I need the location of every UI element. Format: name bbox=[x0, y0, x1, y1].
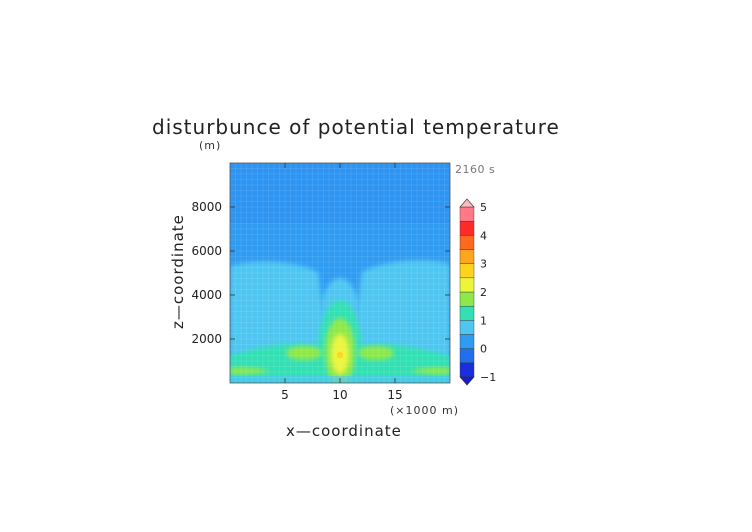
colorbar-tick-label: −1 bbox=[480, 371, 496, 384]
colorbar: −1 0 1 2 3 4 5 bbox=[459, 198, 496, 386]
colorbar-tick-label: 2 bbox=[480, 286, 487, 299]
colorbar-tick-label: 1 bbox=[480, 314, 487, 327]
colorbar-tick-label: 3 bbox=[480, 258, 487, 271]
contour-right-lobe bbox=[358, 346, 394, 360]
contour-left-lobe bbox=[286, 346, 322, 360]
x-tick-label: 5 bbox=[281, 388, 289, 402]
contour-bottom-left-stripe bbox=[230, 367, 270, 375]
x-tick-label: 10 bbox=[332, 388, 347, 402]
chart-title: disturbunce of potential temperature bbox=[152, 115, 560, 139]
y-units-label: (m) bbox=[199, 139, 221, 152]
colorbar-segment bbox=[459, 263, 475, 279]
colorbar-segment bbox=[459, 206, 475, 222]
colorbar-segment bbox=[459, 320, 475, 335]
colorbar-tick-label: 5 bbox=[480, 201, 487, 214]
colorbar-segment bbox=[459, 362, 475, 378]
colorbar-over-triangle bbox=[459, 198, 475, 208]
colorbar-tick-label: 0 bbox=[480, 343, 487, 356]
grid-lines bbox=[230, 163, 450, 383]
x-tick-label: 15 bbox=[387, 388, 402, 402]
y-axis-label: z—coordinate bbox=[169, 214, 187, 329]
x-axis: 5 10 15 bbox=[281, 163, 403, 402]
y-tick-label: 6000 bbox=[191, 244, 222, 258]
colorbar-segment bbox=[459, 291, 475, 307]
colorbar-segment bbox=[459, 334, 475, 349]
colorbar-tick-label: 4 bbox=[480, 229, 487, 242]
y-tick-label: 8000 bbox=[191, 200, 222, 214]
x-units-label: (×1000 m) bbox=[390, 404, 459, 417]
colorbar-segment bbox=[459, 249, 475, 264]
field-upper-band bbox=[230, 163, 450, 223]
time-label: 2160 s bbox=[455, 163, 495, 176]
colorbar-segment bbox=[459, 235, 475, 250]
x-axis-label: x—coordinate bbox=[286, 422, 402, 440]
colorbar-segment bbox=[459, 220, 475, 236]
y-axis: 2000 4000 6000 8000 bbox=[191, 200, 450, 346]
y-tick-label: 4000 bbox=[191, 288, 222, 302]
contour-bottom-right-stripe bbox=[410, 367, 450, 375]
colorbar-segment bbox=[459, 348, 475, 364]
contour-core-peak bbox=[337, 352, 343, 358]
colorbar-segment bbox=[459, 277, 475, 293]
colorbar-under-triangle bbox=[459, 376, 475, 386]
colorbar-segment bbox=[459, 305, 475, 321]
plot-area bbox=[230, 163, 450, 383]
y-tick-label: 2000 bbox=[191, 332, 222, 346]
